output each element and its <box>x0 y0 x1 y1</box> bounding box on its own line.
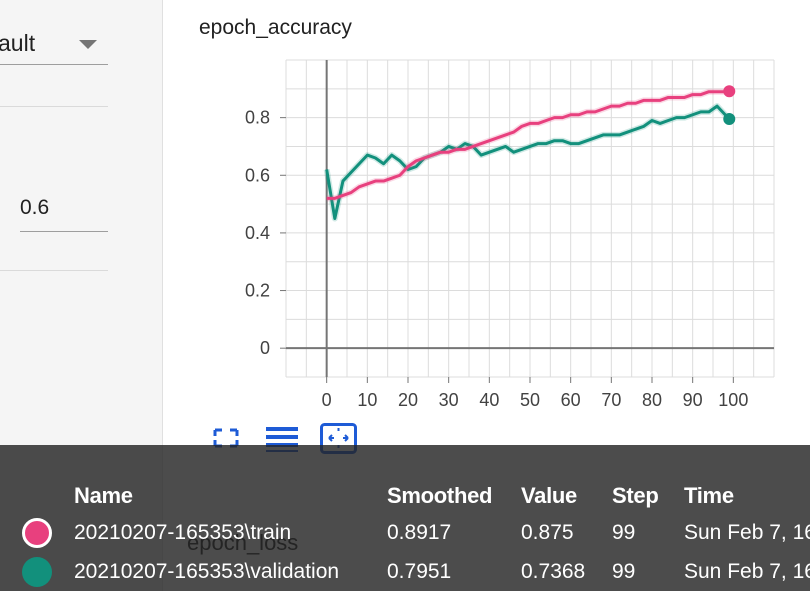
tooltip-header-smoothed: Smoothed <box>387 483 493 508</box>
x-tick-label: 0 <box>322 390 332 410</box>
tooltip-row-time: Sun Feb 7, 16 <box>684 521 810 544</box>
series-line <box>326 89 730 200</box>
smoothing-input-value: 0.6 <box>20 196 50 219</box>
smoothing-select[interactable]: ault <box>0 26 108 65</box>
x-tick-label: 10 <box>357 390 377 410</box>
x-tick-label: 100 <box>718 390 748 410</box>
tooltip-row-smoothed: 0.7951 <box>387 560 452 583</box>
chart-tooltip: Name Smoothed Value Step Time 20210207-1… <box>0 445 810 591</box>
tooltip-row-step: 99 <box>612 521 636 544</box>
y-tick-label: 0.4 <box>245 223 270 243</box>
smoothing-input[interactable]: 0.6 <box>20 188 108 232</box>
tooltip-row-value: 0.875 <box>521 521 574 544</box>
x-tick-label: 30 <box>439 390 459 410</box>
tooltip-row-name: 20210207-165353\validation <box>74 560 340 583</box>
sidebar-divider <box>0 270 108 271</box>
x-tick-label: 90 <box>683 390 703 410</box>
smoothing-select-value: ault <box>0 30 36 56</box>
tooltip-header-name: Name <box>74 483 133 508</box>
sidebar-divider <box>0 106 108 107</box>
series-last-point <box>723 85 736 98</box>
x-tick-label: 80 <box>642 390 662 410</box>
accuracy-chart[interactable]: 0 10 20 30 40 50 60 70 80 90 100 0 0.2 0.4 0.6 0.8 <box>162 50 810 420</box>
y-tick-label: 0.6 <box>245 165 270 185</box>
tooltip-header-time: Time <box>684 483 734 508</box>
validation-color-dot <box>22 557 52 587</box>
y-tick-label: 0 <box>260 338 270 358</box>
y-tick-label: 0.2 <box>245 281 270 301</box>
x-tick-label: 40 <box>479 390 499 410</box>
train-color-dot <box>22 518 52 548</box>
series-line <box>325 104 731 220</box>
chart-title: epoch_accuracy <box>199 16 352 39</box>
chevron-down-icon[interactable] <box>79 40 97 49</box>
tooltip-row-smoothed: 0.8917 <box>387 521 452 544</box>
x-tick-label: 50 <box>520 390 540 410</box>
tooltip-row-time: Sun Feb 7, 16 <box>684 560 810 583</box>
tooltip-row-value: 0.7368 <box>521 560 586 583</box>
tooltip-header-step: Step <box>612 483 659 508</box>
tooltip-header-value: Value <box>521 483 577 508</box>
tooltip-row-step: 99 <box>612 560 636 583</box>
x-tick-label: 60 <box>561 390 581 410</box>
x-tick-label: 70 <box>601 390 621 410</box>
series-last-point <box>723 113 736 126</box>
tooltip-row-name: 20210207-165353\train <box>74 521 292 544</box>
x-tick-label: 20 <box>398 390 418 410</box>
y-tick-label: 0.8 <box>245 108 270 128</box>
